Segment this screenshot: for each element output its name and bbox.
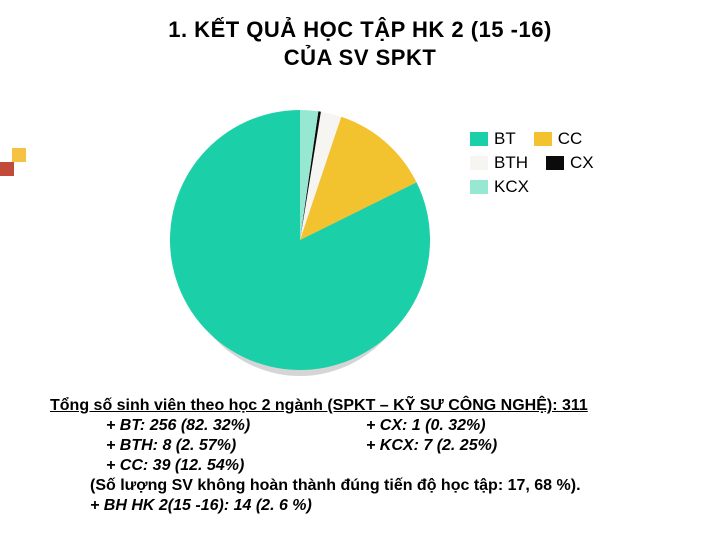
legend-item-kcx: KCX: [470, 176, 529, 198]
legend-item-cc: CC: [534, 128, 583, 150]
legend-row: KCX: [470, 176, 612, 198]
pie-legend: BT CC BTH CX KCX: [470, 128, 612, 200]
legend-item-bth: BTH: [470, 152, 528, 174]
legend-label: KCX: [494, 176, 529, 198]
detail-cx: + CX: 1 (0. 32%): [366, 416, 486, 436]
detail-bt: + BT: 256 (82. 32%): [106, 416, 366, 436]
pie-svg: [150, 100, 450, 390]
bullet-square-bottom: [0, 162, 14, 176]
legend-swatch: [470, 180, 488, 194]
pie-chart: [150, 100, 450, 380]
legend-label: BT: [494, 128, 516, 150]
legend-label: CX: [570, 152, 594, 174]
legend-swatch: [470, 132, 488, 146]
legend-swatch: [546, 156, 564, 170]
legend-item-bt: BT: [470, 128, 516, 150]
legend-swatch: [470, 156, 488, 170]
legend-row: BTH CX: [470, 152, 612, 174]
legend-item-cx: CX: [546, 152, 594, 174]
pie-slices: [170, 110, 430, 370]
details-block: Tổng số sinh viên theo học 2 ngành (SPKT…: [50, 396, 690, 516]
legend-row: BT CC: [470, 128, 612, 150]
details-heading: Tổng số sinh viên theo học 2 ngành (SPKT…: [50, 396, 690, 416]
detail-kcx: + KCX: 7 (2. 25%): [366, 436, 497, 456]
detail-bth: + BTH: 8 (2. 57%): [106, 436, 366, 456]
title-line-1: 1. KẾT QUẢ HỌC TẬP HK 2 (15 -16): [168, 17, 552, 42]
title-line-2: CỦA SV SPKT: [284, 45, 437, 70]
legend-label: CC: [558, 128, 583, 150]
legend-swatch: [534, 132, 552, 146]
slide-title: 1. KẾT QUẢ HỌC TẬP HK 2 (15 -16) CỦA SV …: [0, 16, 720, 71]
details-extra: + BH HK 2(15 -16): 14 (2. 6 %): [90, 496, 690, 516]
details-note: (Số lượng SV không hoàn thành đúng tiến …: [90, 476, 690, 496]
bullet-square-top: [12, 148, 26, 162]
legend-label: BTH: [494, 152, 528, 174]
detail-cc: + CC: 39 (12. 54%): [106, 456, 690, 476]
